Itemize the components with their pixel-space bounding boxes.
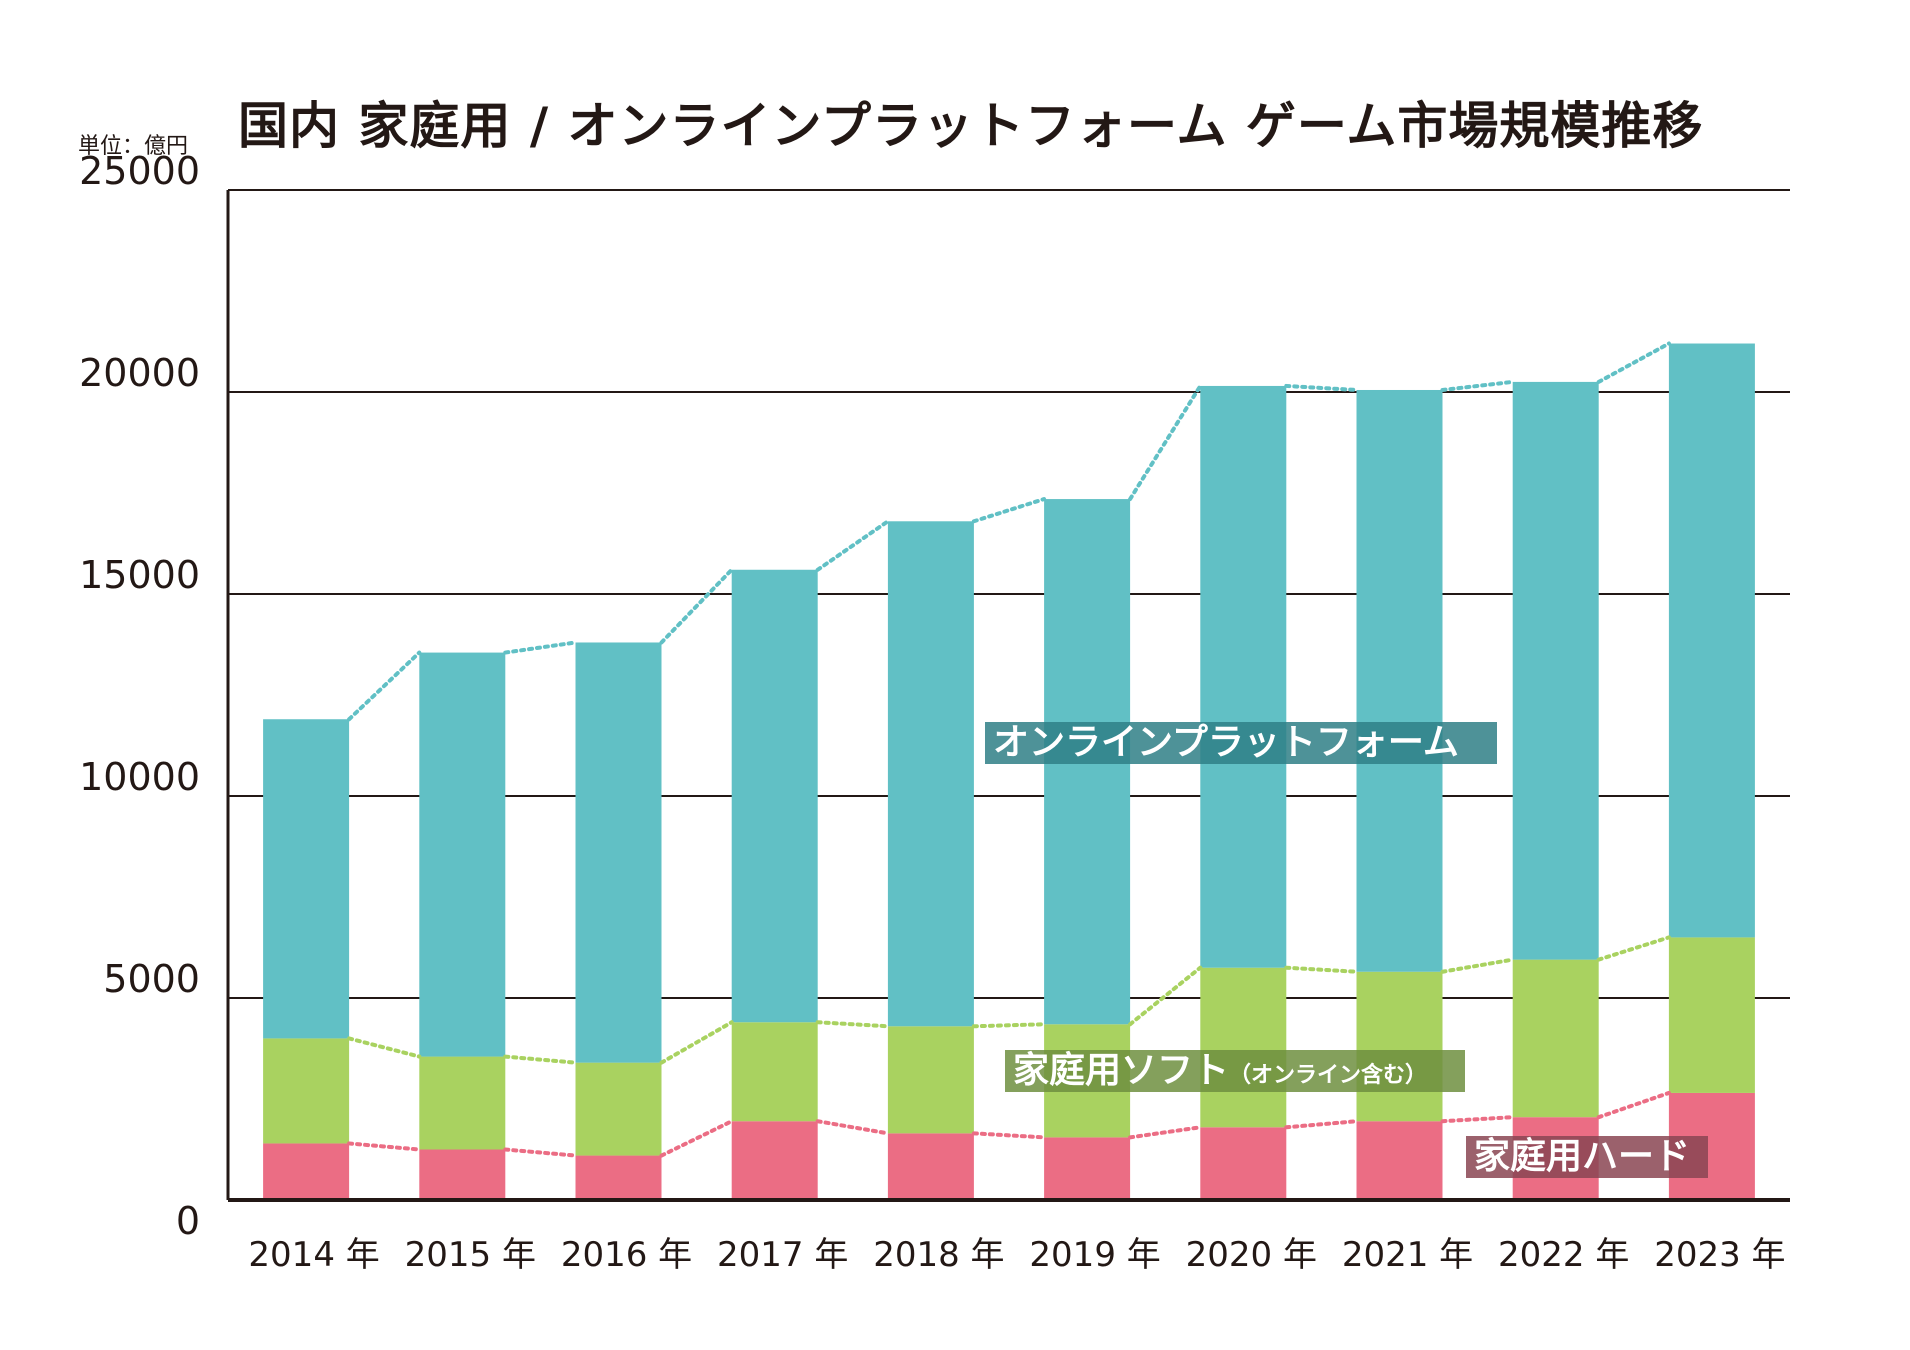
bar-segment — [731, 1022, 818, 1122]
y-tick-label: 20000 — [79, 351, 200, 395]
y-tick-label: 15000 — [79, 553, 200, 597]
x-tick-label: 2014 年 — [248, 1235, 379, 1275]
connector-line — [1284, 383, 1359, 392]
connector-line — [815, 519, 890, 572]
connector-line — [971, 1022, 1047, 1029]
y-tick-label: 0 — [176, 1199, 200, 1243]
x-tick-label: 2019 年 — [1029, 1235, 1160, 1275]
connector-line — [815, 1119, 890, 1136]
x-tick-label: 2015 年 — [405, 1235, 536, 1275]
bar-segment — [887, 521, 974, 1027]
connector-line — [1440, 1115, 1515, 1124]
bar-segment — [263, 1038, 350, 1144]
bar-segment — [263, 719, 350, 1039]
bar-segment — [263, 1143, 350, 1200]
bar-segment — [887, 1133, 974, 1200]
connector-line — [659, 1020, 734, 1065]
y-tick-label: 5000 — [103, 957, 200, 1001]
bar-segment — [1356, 389, 1443, 972]
connector-line — [1596, 935, 1671, 962]
bars — [263, 343, 1755, 1200]
x-tick-label: 2020 年 — [1186, 1235, 1317, 1275]
console-hardware-label: 家庭用ハード — [1474, 1136, 1690, 1177]
connector-line — [1596, 341, 1671, 384]
x-tick-label: 2021 年 — [1342, 1235, 1473, 1275]
connector-lines — [347, 341, 1671, 1158]
bar-segment — [1668, 937, 1755, 1093]
chart-title: 国内 家庭用 / オンラインプラットフォーム ゲーム市場規模推移 — [238, 97, 1704, 155]
tick-labels: 0 5000 10000 15000 20000 25000 2014 年 2015 年 201… — [79, 149, 1785, 1275]
x-tick-label: 2022 年 — [1498, 1235, 1629, 1275]
connector-line — [815, 1020, 890, 1029]
connector-line — [1128, 383, 1203, 502]
bar-segment — [575, 1062, 662, 1156]
bar-segment — [575, 642, 662, 1063]
console-hardware-label-bg — [1466, 1136, 1708, 1178]
bar-segment — [887, 1026, 974, 1134]
connector-line — [347, 650, 422, 722]
connector-line — [659, 1119, 734, 1158]
bar-segment — [731, 1121, 818, 1200]
bar-segment — [575, 1155, 662, 1200]
connector-line — [347, 1141, 422, 1152]
y-tick-label: 25000 — [79, 149, 200, 193]
bar-segment — [731, 569, 818, 1023]
connector-line — [1596, 1090, 1671, 1120]
connector-line — [1440, 379, 1515, 392]
unit-label: 単位：億円 — [78, 134, 189, 159]
connector-line — [1128, 1125, 1203, 1140]
axes — [226, 190, 1790, 1202]
connector-line — [1284, 965, 1359, 974]
bar-segment — [1356, 1121, 1443, 1200]
bar-segment — [419, 1149, 506, 1200]
connector-line — [503, 1147, 578, 1158]
bar-segment — [1200, 967, 1287, 1128]
x-tick-label: 2017 年 — [717, 1235, 848, 1275]
bar-segment — [1512, 959, 1599, 1118]
connector-line — [971, 497, 1047, 524]
x-tick-label: 2018 年 — [873, 1235, 1004, 1275]
connector-line — [503, 640, 578, 655]
online-platform-label-bg — [985, 722, 1497, 764]
bar-segment — [1200, 385, 1287, 968]
connector-line — [1440, 957, 1515, 974]
x-tick-label: 2016 年 — [561, 1235, 692, 1275]
bar-segment — [1668, 343, 1755, 938]
bar-segment — [1356, 971, 1443, 1122]
connector-line — [347, 1036, 422, 1059]
bar-segment — [1200, 1127, 1287, 1200]
connector-line — [1284, 1119, 1359, 1130]
connector-line — [503, 1054, 578, 1065]
console-software-label-bg — [1005, 1050, 1465, 1092]
x-tick-label: 2023 年 — [1654, 1235, 1785, 1275]
bar-segment — [1512, 381, 1599, 960]
connector-line — [659, 567, 734, 645]
y-tick-label: 10000 — [79, 755, 200, 799]
online-platform-label: オンラインプラットフォーム — [993, 722, 1459, 763]
connector-line — [971, 1131, 1047, 1140]
connector-line — [1128, 965, 1203, 1027]
bar-segment — [1044, 1137, 1131, 1200]
bar-segment — [419, 652, 506, 1057]
console-software-label: 家庭用ソフト（オンライン含む） — [1013, 1050, 1427, 1091]
bar-segment — [419, 1056, 506, 1150]
